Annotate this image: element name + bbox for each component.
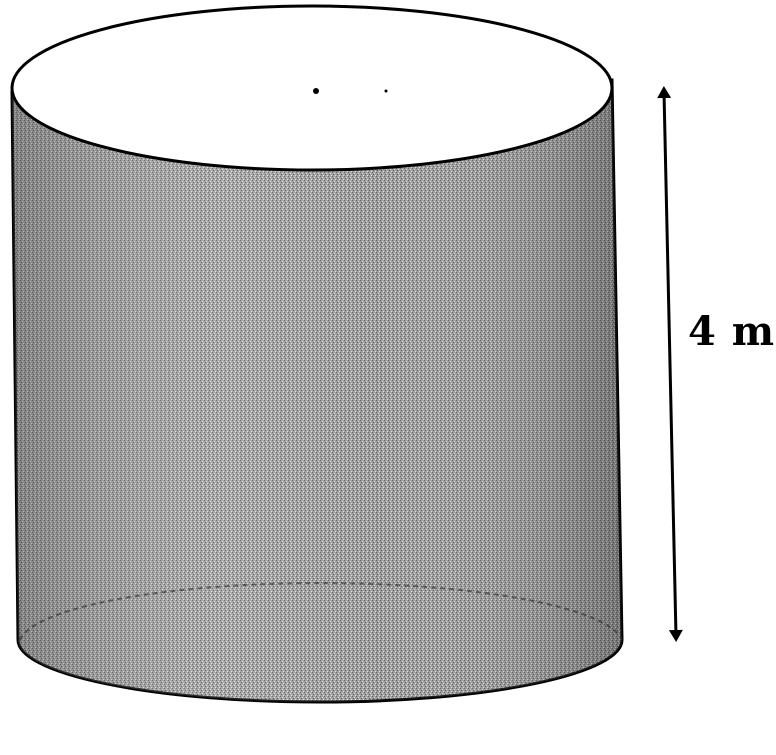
- cylinder-top-face: [10, 4, 614, 172]
- height-arrow: [657, 86, 683, 642]
- height-label: 4 m: [688, 308, 776, 355]
- top-center-dot-small: [384, 89, 388, 93]
- top-center-dot: [313, 88, 319, 94]
- cylinder-shading: [12, 80, 622, 702]
